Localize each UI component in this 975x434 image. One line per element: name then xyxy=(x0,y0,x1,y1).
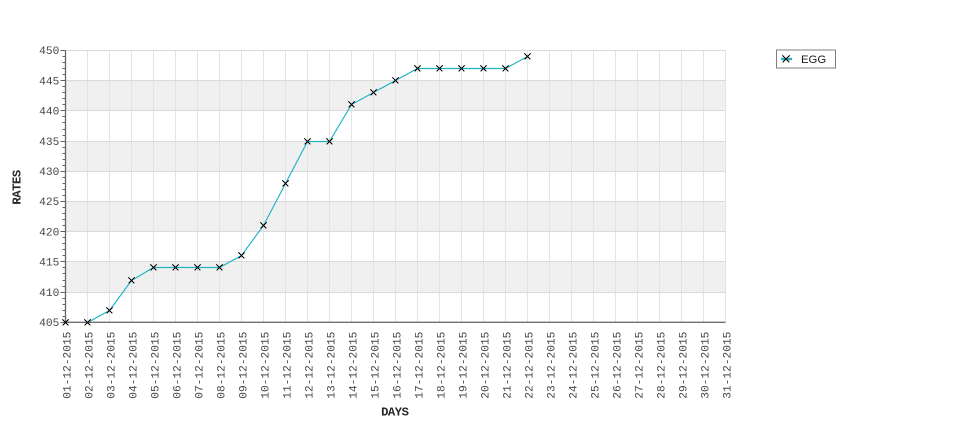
svg-text:20-12-2015: 20-12-2015 xyxy=(480,332,492,399)
svg-text:12-12-2015: 12-12-2015 xyxy=(304,332,316,399)
svg-text:RATES: RATES xyxy=(10,170,24,204)
svg-text:410: 410 xyxy=(39,288,59,300)
svg-text:13-12-2015: 13-12-2015 xyxy=(326,332,338,399)
svg-text:450: 450 xyxy=(39,46,59,58)
svg-text:31-12-2015: 31-12-2015 xyxy=(722,332,734,399)
svg-text:03-12-2015: 03-12-2015 xyxy=(106,332,118,399)
svg-text:30-12-2015: 30-12-2015 xyxy=(700,332,712,399)
svg-text:11-12-2015: 11-12-2015 xyxy=(282,332,294,399)
svg-text:DAYS: DAYS xyxy=(381,406,409,420)
svg-text:420: 420 xyxy=(39,227,59,239)
svg-text:02-12-2015: 02-12-2015 xyxy=(84,332,96,399)
svg-text:425: 425 xyxy=(39,197,59,209)
svg-text:EGG: EGG xyxy=(801,54,826,66)
svg-text:09-12-2015: 09-12-2015 xyxy=(238,332,250,399)
svg-text:440: 440 xyxy=(39,107,59,119)
svg-text:23-12-2015: 23-12-2015 xyxy=(546,332,558,399)
svg-text:435: 435 xyxy=(39,137,59,149)
svg-text:18-12-2015: 18-12-2015 xyxy=(436,332,448,399)
svg-text:28-12-2015: 28-12-2015 xyxy=(656,332,668,399)
svg-text:27-12-2015: 27-12-2015 xyxy=(634,332,646,399)
svg-text:17-12-2015: 17-12-2015 xyxy=(414,332,426,399)
svg-text:07-12-2015: 07-12-2015 xyxy=(194,332,206,399)
svg-text:21-12-2015: 21-12-2015 xyxy=(502,332,514,399)
svg-text:15-12-2015: 15-12-2015 xyxy=(370,332,382,399)
svg-text:08-12-2015: 08-12-2015 xyxy=(216,332,228,399)
svg-text:05-12-2015: 05-12-2015 xyxy=(150,332,162,399)
svg-text:22-12-2015: 22-12-2015 xyxy=(524,332,536,399)
svg-text:16-12-2015: 16-12-2015 xyxy=(392,332,404,399)
svg-text:26-12-2015: 26-12-2015 xyxy=(612,332,624,399)
svg-text:445: 445 xyxy=(39,76,59,88)
svg-text:01-12-2015: 01-12-2015 xyxy=(62,332,74,399)
svg-text:405: 405 xyxy=(39,318,59,330)
svg-text:25-12-2015: 25-12-2015 xyxy=(590,332,602,399)
svg-text:415: 415 xyxy=(39,258,59,270)
svg-text:24-12-2015: 24-12-2015 xyxy=(568,332,580,399)
svg-text:06-12-2015: 06-12-2015 xyxy=(172,332,184,399)
svg-text:10-12-2015: 10-12-2015 xyxy=(260,332,272,399)
svg-text:430: 430 xyxy=(39,167,59,179)
svg-text:14-12-2015: 14-12-2015 xyxy=(348,332,360,399)
svg-text:29-12-2015: 29-12-2015 xyxy=(678,332,690,399)
svg-text:04-12-2015: 04-12-2015 xyxy=(128,332,140,399)
svg-text:19-12-2015: 19-12-2015 xyxy=(458,332,470,399)
